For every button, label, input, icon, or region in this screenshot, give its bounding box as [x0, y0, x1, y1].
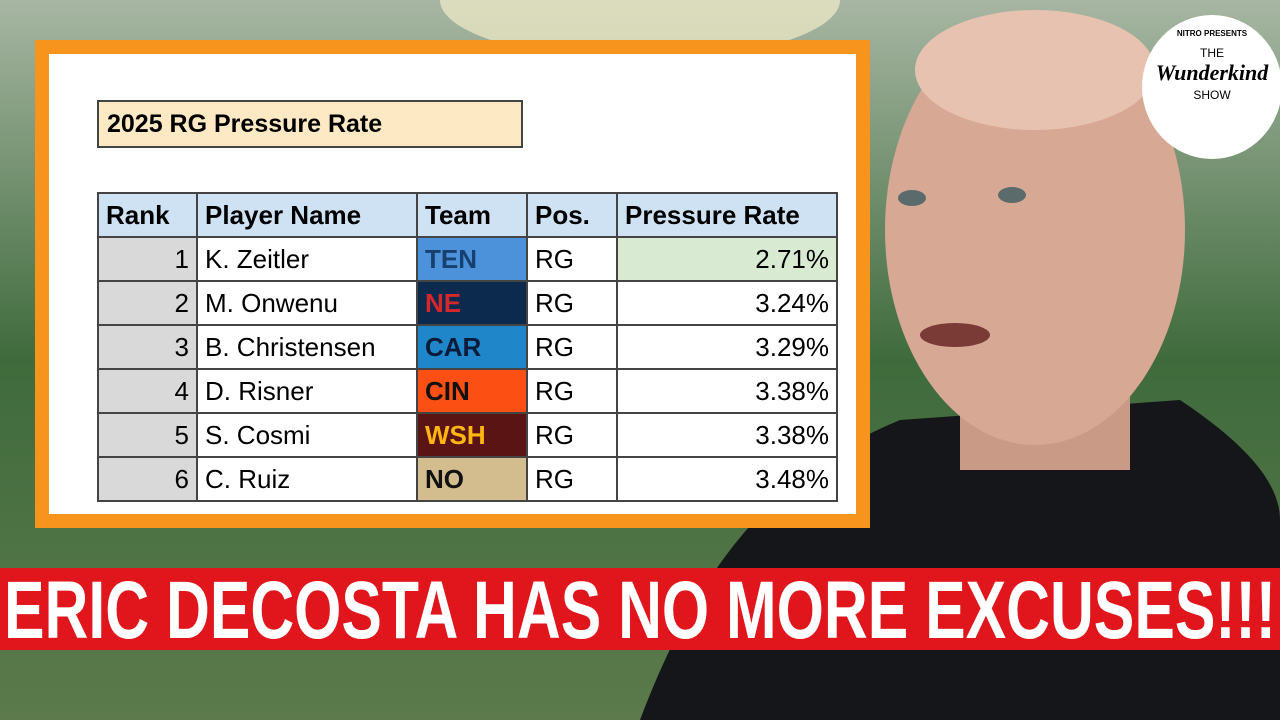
pressure-rate: 3.48%	[616, 456, 838, 502]
table-row: 3 B. Christensen CAR RG 3.29%	[97, 324, 838, 370]
team: WSH	[416, 412, 528, 458]
pressure-rate: 3.29%	[616, 324, 838, 370]
show-logo: NITRO PRESENTS THE Wunderkind SHOW	[1142, 15, 1280, 159]
rank: 3	[97, 324, 198, 370]
logo-the: THE	[1200, 46, 1224, 60]
pressure-rate: 3.38%	[616, 412, 838, 458]
logo-show: SHOW	[1193, 88, 1231, 102]
logo-name: Wunderkind	[1155, 60, 1269, 85]
pressure-rate: 2.71%	[616, 236, 838, 282]
player-name: M. Onwenu	[196, 280, 418, 326]
pressure-rate: 3.24%	[616, 280, 838, 326]
table-row: 2 M. Onwenu NE RG 3.24%	[97, 280, 838, 326]
banner: ERIC DECOSTA HAS NO MORE EXCUSES!!!	[0, 568, 1280, 650]
column-header: Team	[416, 192, 528, 238]
position: RG	[526, 236, 618, 282]
table-row: 5 S. Cosmi WSH RG 3.38%	[97, 412, 838, 458]
position: RG	[526, 368, 618, 414]
position: RG	[526, 280, 618, 326]
rank: 2	[97, 280, 198, 326]
table-row: 4 D. Risner CIN RG 3.38%	[97, 368, 838, 414]
position: RG	[526, 324, 618, 370]
logo-presenter: NITRO PRESENTS	[1176, 29, 1248, 38]
team: CIN	[416, 368, 528, 414]
table-card: 2025 RG Pressure Rate Rank Player Name Tea…	[35, 40, 870, 528]
banner-bg	[0, 568, 1280, 650]
table: Rank Player Name Team Pos. Pressure Rate 1 K. …	[97, 192, 838, 502]
team: TEN	[416, 236, 528, 282]
position: RG	[526, 456, 618, 502]
column-header: Rank	[97, 192, 198, 238]
rank: 6	[97, 456, 198, 502]
team: CAR	[416, 324, 528, 370]
pressure-rate: 3.38%	[616, 368, 838, 414]
table-row: 1 K. Zeitler TEN RG 2.71%	[97, 236, 838, 282]
rank: 1	[97, 236, 198, 282]
column-header: Pos.	[526, 192, 618, 238]
position: RG	[526, 412, 618, 458]
player-name: K. Zeitler	[196, 236, 418, 282]
team: NE	[416, 280, 528, 326]
player-name: B. Christensen	[196, 324, 418, 370]
column-header: Player Name	[196, 192, 418, 238]
table-title: 2025 RG Pressure Rate	[97, 100, 523, 148]
banner-text: ERIC DECOSTA HAS NO MORE EXCUSES!!!	[4, 568, 1276, 650]
column-header: Pressure Rate	[616, 192, 838, 238]
player-name: C. Ruiz	[196, 456, 418, 502]
player-name: S. Cosmi	[196, 412, 418, 458]
rank: 4	[97, 368, 198, 414]
player-name: D. Risner	[196, 368, 418, 414]
table-row: 6 C. Ruiz NO RG 3.48%	[97, 456, 838, 502]
team: NO	[416, 456, 528, 502]
rank: 5	[97, 412, 198, 458]
